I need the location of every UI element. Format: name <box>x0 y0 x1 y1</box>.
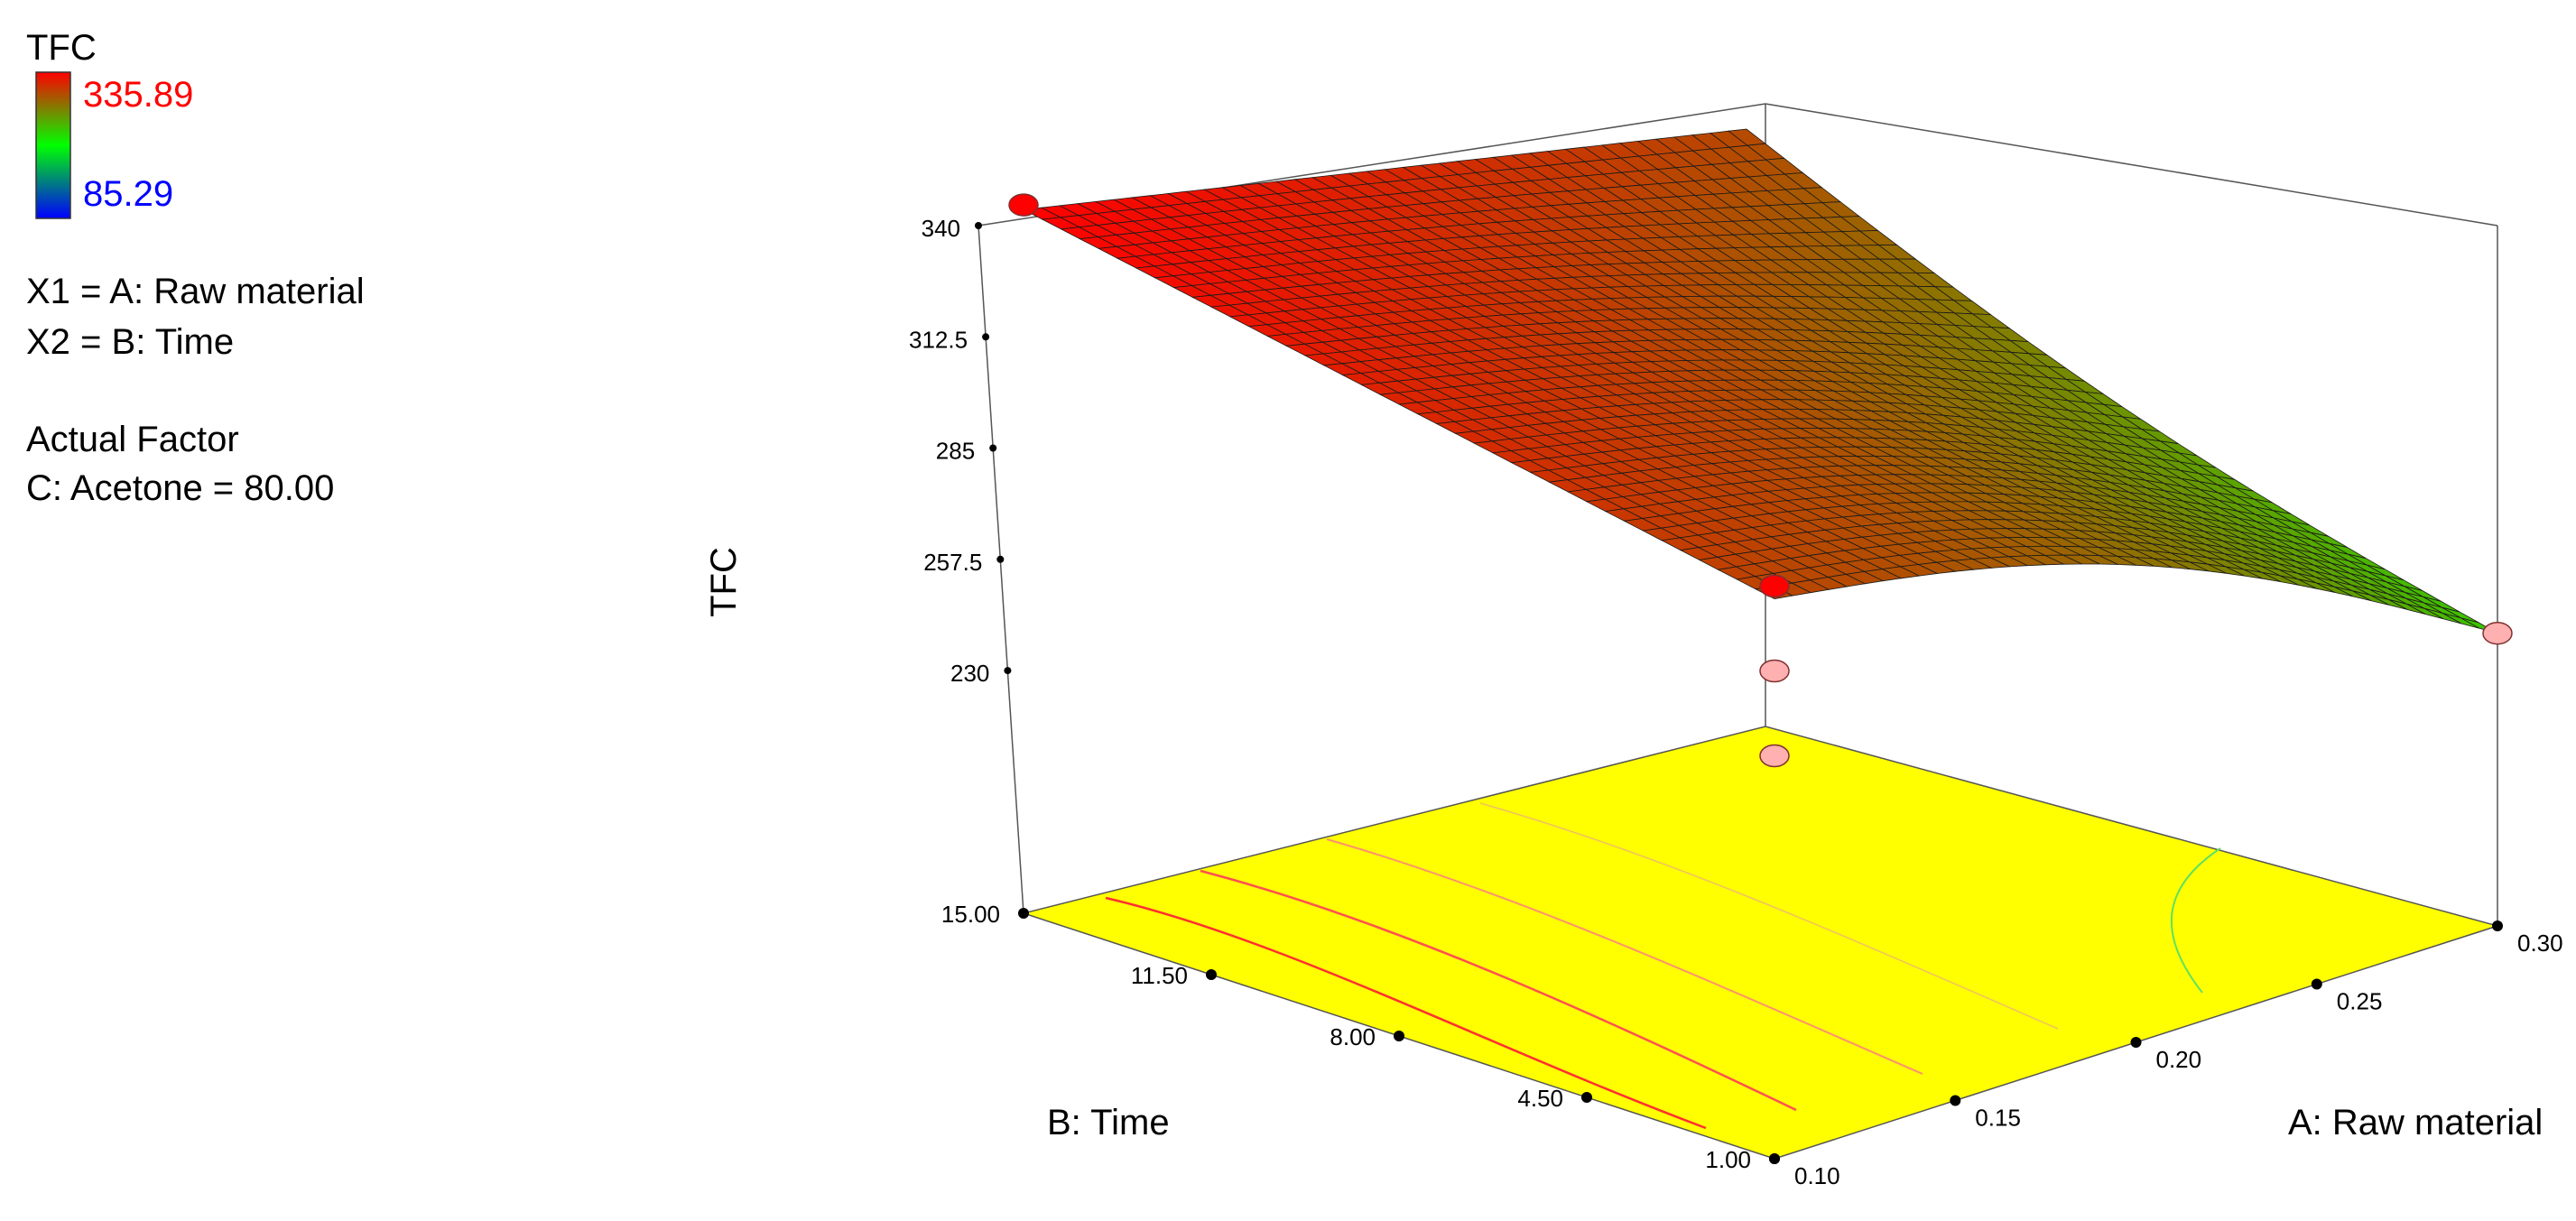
y-tick-mark <box>1018 908 1029 919</box>
x-tick-mark <box>2311 978 2322 990</box>
legend-title: TFC <box>26 28 97 68</box>
x-tick-mark <box>1769 1153 1780 1164</box>
x-tick-label: 0.15 <box>1975 1105 2021 1132</box>
design-point <box>1008 193 1039 217</box>
response-surface <box>1022 128 2498 634</box>
z-tick-mark <box>989 444 997 452</box>
actual-factor-value: C: Acetone = 80.00 <box>26 468 334 508</box>
x-tick-mark <box>2492 920 2503 931</box>
x-tick-label: 0.25 <box>2337 988 2383 1015</box>
legend-min-label: 85.29 <box>83 174 173 214</box>
floor-contour-line <box>1200 869 1797 1112</box>
x-tick-mark <box>1950 1095 1961 1106</box>
legend-max-label: 335.89 <box>83 75 193 115</box>
x-tick-label: 0.10 <box>1794 1162 1840 1189</box>
design-point <box>2482 621 2513 645</box>
y-tick-label: 8.00 <box>1330 1023 1376 1050</box>
design-point <box>1759 574 1790 598</box>
y-tick-mark <box>1394 1031 1404 1041</box>
floor-contour-line <box>1105 896 1707 1130</box>
z-tick-label: 257.5 <box>923 549 982 576</box>
x-tick-label: 0.30 <box>2517 930 2563 957</box>
y-tick-label: 1.00 <box>1705 1146 1751 1173</box>
z-tick-mark <box>1004 667 1012 675</box>
design-points <box>1008 193 2513 768</box>
y-tick-label: 11.50 <box>1131 962 1188 989</box>
z-tick-mark <box>982 333 990 341</box>
actual-factor-heading: Actual Factor <box>26 420 239 459</box>
x-tick-mark <box>2130 1037 2142 1048</box>
z-tick-mark <box>996 555 1005 563</box>
z-tick-label: 312.5 <box>909 326 968 353</box>
design-point <box>1759 659 1790 683</box>
z-axis-line <box>978 225 1024 914</box>
y-tick-label: 15.00 <box>941 901 1000 928</box>
z-tick-label: 230 <box>950 660 989 687</box>
floor-contour-line <box>2171 847 2221 994</box>
floor-contour-line <box>1479 802 2059 1030</box>
factor-x1-label: X1 = A: Raw material <box>26 272 365 311</box>
z-tick-mark <box>975 222 982 229</box>
z-axis-label: TFC <box>704 547 744 617</box>
y-tick-mark <box>1206 969 1217 980</box>
y-tick-mark <box>1581 1092 1592 1103</box>
x-axis-label: A: Raw material <box>2288 1103 2543 1142</box>
floor-contour-line <box>1326 838 1923 1075</box>
design-point <box>1759 744 1790 768</box>
legend-colorbar <box>35 71 71 219</box>
x-tick-label: 0.20 <box>2156 1046 2202 1073</box>
right-wall-top-edge <box>1765 103 2498 227</box>
z-tick-label: 285 <box>936 438 975 465</box>
y-tick-label: 4.50 <box>1517 1085 1563 1112</box>
z-tick-label: 340 <box>922 215 960 242</box>
y-axis-label: B: Time <box>1047 1103 1170 1142</box>
factor-x2-label: X2 = B: Time <box>26 322 234 362</box>
